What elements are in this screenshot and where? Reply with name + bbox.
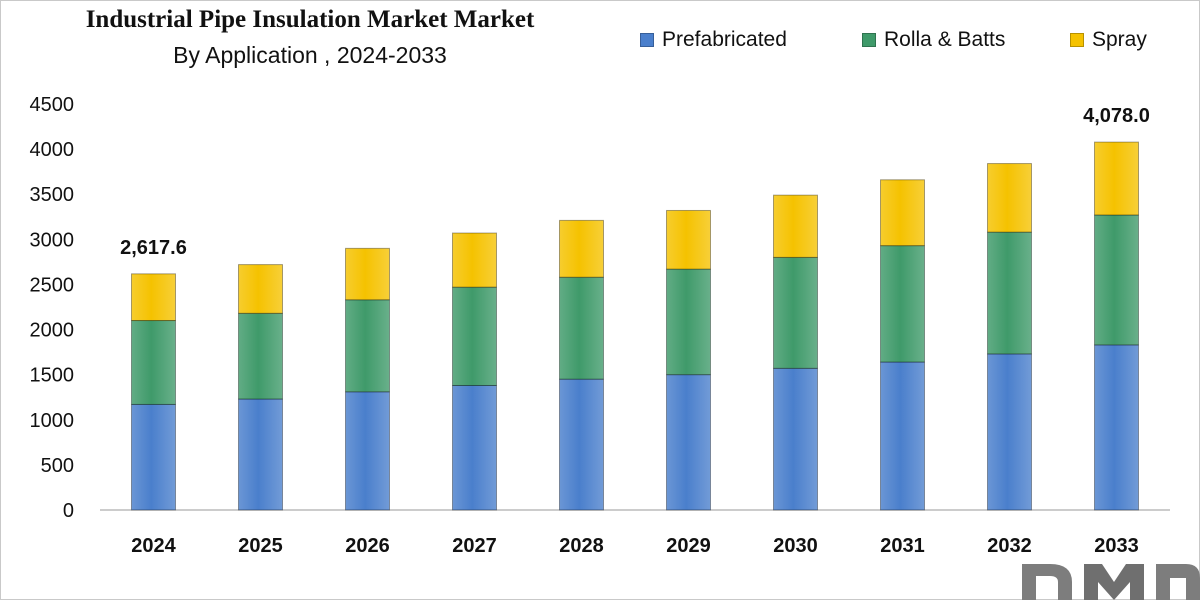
bar-spray-2029 [666,209,711,270]
x-tick-label: 2027 [452,535,497,557]
x-tick-label: 2033 [1094,535,1139,557]
legend-item-prefabricated: Prefabricated [640,28,787,52]
y-tick-label: 1000 [30,410,75,432]
bar-rolla-batts-2025 [238,312,283,400]
y-tick-label: 3500 [30,184,75,206]
legend-label-spray: Spray [1092,28,1147,51]
y-tick-label: 500 [41,455,74,477]
bar-rolla-batts-2031 [880,245,925,363]
y-tick-label: 4000 [30,139,75,161]
x-tick-label: 2025 [238,535,283,557]
bar-rolla-batts-2033 [1094,214,1139,346]
bar-prefabricated-2026 [345,391,390,511]
total-data-label: 2,617.6 [120,237,187,259]
x-tick-label: 2028 [559,535,604,557]
bar-rolla-batts-2024 [131,320,176,405]
dmr-logo [1022,564,1200,600]
bar-prefabricated-2027 [452,384,497,511]
bar-spray-2030 [773,194,818,258]
bar-spray-2026 [345,247,390,301]
bar-prefabricated-2032 [987,353,1032,511]
bar-prefabricated-2028 [559,378,604,511]
bar-spray-2024 [131,273,176,322]
x-tick-label: 2024 [131,535,176,557]
legend-swatch-rolla-batts [862,33,876,47]
total-data-label: 4,078.0 [1083,105,1150,127]
y-tick-label: 1500 [30,365,75,387]
bar-rolla-batts-2029 [666,268,711,376]
legend-swatch-spray [1070,33,1084,47]
bar-prefabricated-2029 [666,374,711,511]
chart-title: Industrial Pipe Insulation Market Market [85,6,535,33]
bar-prefabricated-2033 [1094,344,1139,511]
legend-swatch-prefabricated [640,33,654,47]
legend-item-spray: Spray [1070,28,1147,52]
bar-rolla-batts-2026 [345,299,390,393]
legend-label-prefabricated: Prefabricated [662,28,787,51]
x-tick-label: 2031 [880,535,925,557]
legend-item-rolla-batts: Rolla & Batts [862,28,1005,52]
y-tick-label: 0 [63,500,74,522]
bar-prefabricated-2025 [238,398,283,511]
x-tick-label: 2030 [773,535,818,557]
bar-spray-2032 [987,163,1032,233]
x-tick-label: 2026 [345,535,390,557]
y-tick-label: 2500 [30,274,75,296]
bar-rolla-batts-2030 [773,256,818,369]
x-tick-label: 2032 [987,535,1032,557]
y-tick-label: 2000 [30,320,75,342]
x-tick-label: 2029 [666,535,711,557]
chart-subtitle: By Application , 2024-2033 [173,42,447,68]
bar-prefabricated-2024 [131,403,176,511]
y-tick-label: 4500 [30,94,75,116]
bar-prefabricated-2030 [773,367,818,511]
bar-prefabricated-2031 [880,361,925,511]
bar-spray-2027 [452,232,497,288]
legend-label-rolla-batts: Rolla & Batts [884,28,1006,51]
bar-rolla-batts-2027 [452,286,497,386]
bar-rolla-batts-2032 [987,231,1032,355]
bar-spray-2033 [1094,141,1139,216]
y-tick-label: 3000 [30,229,75,251]
bar-spray-2028 [559,219,604,278]
bar-spray-2025 [238,264,283,314]
bar-rolla-batts-2028 [559,276,604,380]
bar-spray-2031 [880,179,925,247]
